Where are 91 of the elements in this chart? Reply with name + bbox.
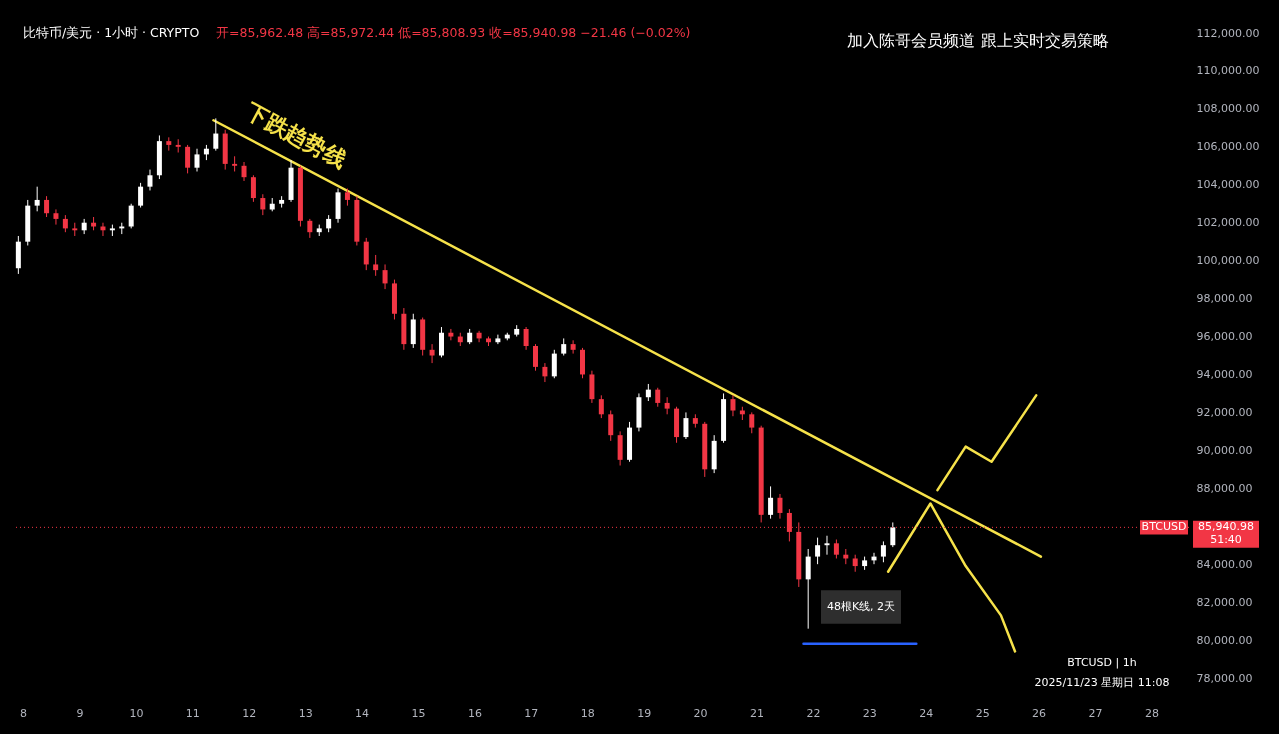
ref-line-label: 85,940.98 bbox=[1198, 520, 1254, 534]
candlestick bbox=[824, 535, 830, 556]
candlestick bbox=[213, 117, 219, 152]
x-tick-label: 27 bbox=[1088, 706, 1103, 720]
x-tick-label: 11 bbox=[185, 706, 200, 720]
candlestick bbox=[833, 539, 839, 559]
y-tick-label: 94,000.00 bbox=[1196, 367, 1253, 381]
y-tick-label: 88,000.00 bbox=[1196, 481, 1253, 495]
x-tick-label: 15 bbox=[411, 706, 426, 720]
candlestick bbox=[307, 218, 313, 239]
candlestick bbox=[495, 334, 501, 345]
candlestick bbox=[34, 186, 40, 212]
x-tick-label: 19 bbox=[637, 706, 652, 720]
candlestick bbox=[598, 394, 604, 419]
x-tick-label: 14 bbox=[355, 706, 370, 720]
x-tick-label: 25 bbox=[975, 706, 990, 720]
candlestick bbox=[730, 394, 736, 417]
candlestick bbox=[805, 548, 811, 630]
candlestick bbox=[438, 326, 444, 358]
text: 51:40 bbox=[1210, 533, 1242, 547]
candlestick bbox=[768, 485, 774, 520]
y-tick-label: 78,000.00 bbox=[1196, 671, 1253, 685]
candlestick bbox=[749, 411, 755, 434]
candlestick bbox=[815, 537, 821, 565]
y-tick-label: 106,000.00 bbox=[1196, 140, 1260, 154]
candlestick bbox=[551, 349, 557, 379]
candlestick bbox=[373, 254, 379, 277]
x-tick-label: 13 bbox=[298, 706, 313, 720]
annotation: 下跌趋势线 bbox=[240, 98, 351, 173]
candlestick bbox=[44, 195, 50, 218]
candlestick bbox=[523, 326, 529, 351]
candlestick bbox=[138, 182, 144, 209]
candlestick bbox=[683, 411, 689, 440]
x-tick-label: 12 bbox=[242, 706, 257, 720]
candlestick bbox=[533, 343, 539, 372]
x-tick-label: 8 bbox=[20, 706, 28, 720]
candlestick bbox=[241, 161, 247, 182]
candlestick bbox=[655, 387, 661, 408]
y-tick-label: 92,000.00 bbox=[1196, 405, 1253, 419]
candlestick bbox=[175, 138, 181, 154]
annotation: 加入陈哥会员频道 跟上实时交易策略 bbox=[847, 31, 1109, 50]
candlestick bbox=[777, 493, 783, 520]
candlestick bbox=[382, 263, 388, 290]
line-series bbox=[936, 394, 1038, 492]
y-tick-label: 90,000.00 bbox=[1196, 443, 1253, 457]
annotation: BTCUSD | 1h bbox=[1067, 656, 1137, 669]
y-tick-label: 82,000.00 bbox=[1196, 595, 1253, 609]
x-tick-label: 10 bbox=[129, 706, 144, 720]
y-tick-label: 100,000.00 bbox=[1196, 254, 1260, 268]
candlestick bbox=[185, 144, 191, 174]
candlestick bbox=[128, 203, 134, 229]
y-tick-label: 84,000.00 bbox=[1196, 557, 1253, 571]
chart-title: 比特币/美元 · 1小时 · CRYPTO bbox=[23, 25, 200, 40]
candlestick bbox=[608, 410, 614, 442]
candlestick bbox=[53, 208, 59, 226]
candlestick bbox=[570, 339, 576, 355]
candlestick bbox=[260, 193, 266, 216]
y-tick-label: 80,000.00 bbox=[1196, 633, 1253, 647]
candlestick bbox=[363, 237, 369, 271]
y-tick-label: 96,000.00 bbox=[1196, 330, 1253, 344]
x-tick-label: 24 bbox=[919, 706, 934, 720]
x-tick-label: 17 bbox=[524, 706, 539, 720]
candlestick bbox=[890, 521, 896, 548]
candlestick bbox=[664, 396, 670, 415]
chart-subtitle: 开=85,962.48 高=85,972.44 低=85,808.93 收=85,940.98 −21.46 (−0.02%) bbox=[216, 25, 691, 40]
x-tick-label: 9 bbox=[76, 706, 84, 720]
y-tick-label: 104,000.00 bbox=[1196, 178, 1260, 192]
annotation: 2025/11/23 星期日 11:08 bbox=[1034, 676, 1170, 689]
x-tick-label: 28 bbox=[1144, 706, 1159, 720]
x-tick-label: 23 bbox=[862, 706, 877, 720]
y-tick-label: 102,000.00 bbox=[1196, 216, 1260, 230]
y-tick-label: 110,000.00 bbox=[1196, 64, 1260, 78]
candlestick bbox=[542, 362, 548, 383]
x-tick-label: 20 bbox=[693, 706, 708, 720]
annotation: BTCUSD bbox=[1141, 520, 1187, 534]
x-tick-label: 18 bbox=[580, 706, 595, 720]
x-tick-label: 22 bbox=[806, 706, 821, 720]
y-tick-label: 108,000.00 bbox=[1196, 102, 1260, 116]
candlestick bbox=[250, 174, 256, 203]
x-tick-label: 21 bbox=[749, 706, 764, 720]
candlestick bbox=[194, 148, 200, 172]
annotation: 48根K线, 2天 bbox=[826, 600, 896, 613]
y-tick-label: 112,000.00 bbox=[1196, 26, 1260, 40]
x-tick-label: 16 bbox=[467, 706, 482, 720]
y-tick-label: 98,000.00 bbox=[1196, 292, 1253, 306]
candlestick bbox=[448, 328, 454, 341]
line-series bbox=[886, 502, 1017, 653]
x-tick-label: 26 bbox=[1032, 706, 1047, 720]
candlestick bbox=[880, 540, 886, 563]
candlestick bbox=[147, 169, 153, 191]
candlestick bbox=[429, 343, 435, 364]
